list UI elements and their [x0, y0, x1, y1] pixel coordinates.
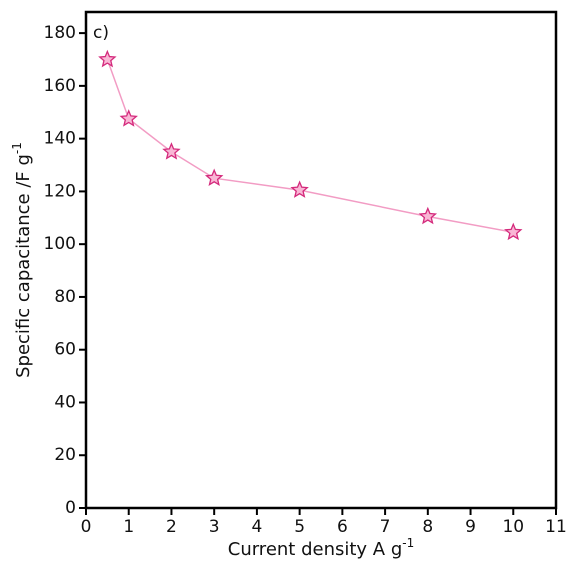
y-tick-label: 0 — [65, 498, 76, 518]
x-axis-title-main: Current density A g — [228, 539, 403, 560]
y-tick-label: 40 — [54, 392, 76, 412]
y-tick-label: 160 — [44, 76, 76, 96]
x-tick-label: 5 — [294, 517, 305, 537]
x-tick-label: 4 — [251, 517, 262, 537]
data-point — [119, 109, 138, 127]
data-point — [204, 168, 224, 187]
data-point — [290, 180, 309, 198]
x-axis-title-sup: -1 — [402, 536, 414, 550]
x-tick-label: 9 — [465, 517, 476, 537]
x-tick-label: 3 — [209, 517, 220, 537]
y-tick-label: 120 — [44, 181, 76, 201]
x-axis-title: Current density A g-1 — [228, 536, 414, 561]
y-tick-label: 20 — [54, 445, 76, 465]
x-tick-label: 2 — [166, 517, 177, 537]
x-tick-label: 1 — [123, 517, 134, 537]
x-tick-label: 0 — [81, 517, 92, 537]
panel-label: c) — [93, 23, 109, 43]
data-point — [162, 142, 181, 160]
data-line — [106, 59, 514, 234]
y-tick-label: 180 — [44, 23, 76, 43]
data-point — [98, 49, 117, 68]
y-tick-label: 80 — [54, 287, 76, 307]
y-axis-title-main: Specific capacitance /F g — [13, 154, 34, 378]
x-tick-label: 7 — [380, 517, 391, 537]
data-point — [418, 206, 438, 225]
y-tick-label: 100 — [44, 234, 76, 254]
y-axis-title-sup: -1 — [10, 142, 24, 154]
plot-frame — [84, 10, 558, 510]
y-tick-label: 60 — [54, 340, 76, 360]
x-tick-label: 8 — [422, 517, 433, 537]
y-axis-title: Specific capacitance /F g-1 — [10, 142, 35, 378]
x-tick-label: 6 — [337, 517, 348, 537]
data-point — [504, 222, 523, 241]
x-tick-label: 10 — [502, 517, 524, 537]
x-tick-label: 11 — [545, 517, 567, 537]
y-tick-label: 140 — [44, 129, 76, 149]
